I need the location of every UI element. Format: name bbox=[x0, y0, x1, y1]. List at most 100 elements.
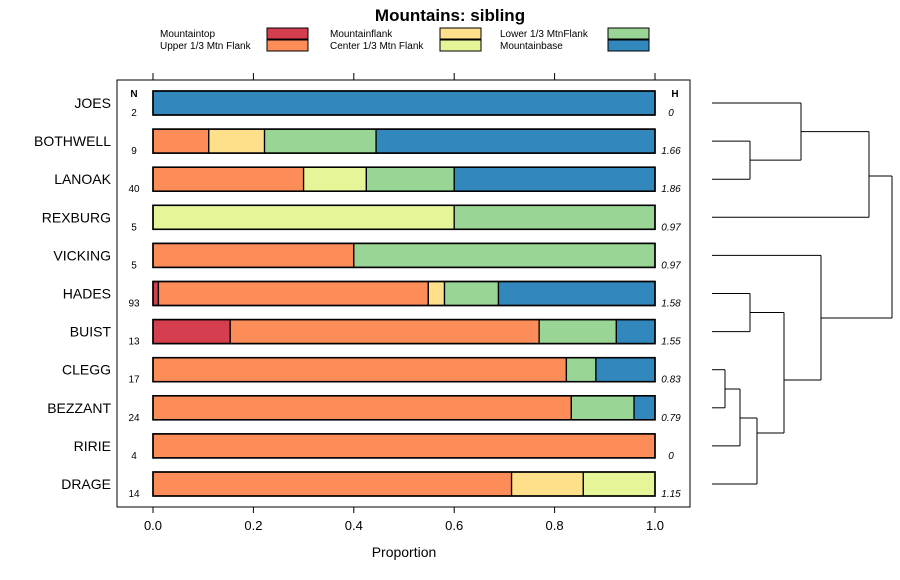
bar-hades-mountaintop bbox=[152, 280, 160, 307]
h-column-header: H bbox=[671, 89, 678, 100]
h-value-joes: 0 bbox=[668, 108, 674, 119]
chart-title: Mountains: sibling bbox=[375, 6, 525, 25]
bar-joes-mountainbase bbox=[152, 90, 656, 116]
category-label-joes: JOES bbox=[74, 95, 111, 111]
bar-outline-rexburg bbox=[152, 204, 656, 231]
bar-outline-ririe bbox=[152, 433, 656, 459]
category-label-buist: BUIST bbox=[70, 324, 112, 340]
dendrogram bbox=[712, 102, 893, 485]
h-value-ririe: 0 bbox=[668, 451, 674, 462]
bar-lanoak-lower-1-3-mtnflank bbox=[365, 166, 455, 192]
bar-bothwell-upper-1-3-mtn-flank bbox=[152, 128, 210, 154]
bar-outline-lanoak bbox=[152, 166, 656, 192]
n-value-rexburg: 5 bbox=[131, 222, 137, 233]
h-value-bezzant: 0.79 bbox=[661, 413, 681, 424]
legend-swatch-mountaintop bbox=[266, 27, 309, 40]
legend-label-mountainbase: Mountainbase bbox=[500, 41, 563, 52]
h-value-clegg: 0.83 bbox=[661, 375, 681, 386]
bar-outline-vicking bbox=[152, 242, 656, 269]
bar-outline-drage bbox=[152, 471, 656, 497]
category-label-lanoak: LANOAK bbox=[54, 171, 111, 187]
bar-hades-mountainbase bbox=[497, 280, 656, 307]
legend-label-mountainflank: Mountainflank bbox=[330, 29, 393, 40]
x-tick-label: 0.6 bbox=[445, 518, 463, 533]
h-value-buist: 1.55 bbox=[661, 337, 681, 348]
bar-hades-lower-1-3-mtnflank bbox=[443, 280, 500, 307]
n-value-ririe: 4 bbox=[131, 451, 137, 462]
n-value-clegg: 17 bbox=[128, 375, 140, 386]
x-tick-label: 0.4 bbox=[345, 518, 363, 533]
category-label-bothwell: BOTHWELL bbox=[34, 133, 111, 149]
x-axis-label: Proportion bbox=[372, 544, 437, 560]
x-axis: 0.0 0.2 0.4 0.6 0.8 1.0 bbox=[144, 73, 664, 533]
x-tick-label: 0.8 bbox=[546, 518, 564, 533]
x-tick-label: 1.0 bbox=[646, 518, 664, 533]
legend-swatch-upper-1-3-mtn-flank bbox=[266, 39, 309, 52]
n-value-buist: 13 bbox=[128, 337, 140, 348]
bar-clegg-lower-1-3-mtnflank bbox=[565, 357, 597, 383]
bar-buist-lower-1-3-mtnflank bbox=[538, 318, 618, 345]
n-value-bothwell: 9 bbox=[131, 146, 137, 157]
h-value-drage: 1.15 bbox=[661, 489, 681, 500]
n-value-joes: 2 bbox=[131, 108, 137, 119]
n-value-hades: 93 bbox=[128, 299, 140, 310]
bar-buist-mountaintop bbox=[152, 318, 231, 345]
h-value-vicking: 0.97 bbox=[661, 260, 681, 271]
category-label-ririe: RIRIE bbox=[74, 438, 111, 454]
category-label-bezzant: BEZZANT bbox=[47, 400, 111, 416]
legend-label-center-1-3-mtn-flank: Center 1/3 Mtn Flank bbox=[330, 41, 424, 52]
n-value-vicking: 5 bbox=[131, 260, 137, 271]
bar-drage-upper-1-3-mtn-flank bbox=[152, 471, 513, 497]
bar-lanoak-center-1-3-mtn-flank bbox=[302, 166, 368, 192]
h-value-hades: 1.58 bbox=[661, 299, 681, 310]
category-label-hades: HADES bbox=[63, 286, 111, 302]
bar-rexburg-center-1-3-mtn-flank bbox=[152, 204, 455, 230]
bar-bothwell-mountainbase bbox=[375, 128, 656, 154]
bar-rexburg-lower-1-3-mtnflank bbox=[453, 204, 656, 230]
bar-vicking-lower-1-3-mtnflank bbox=[353, 242, 656, 269]
bar-buist-upper-1-3-mtn-flank bbox=[229, 318, 540, 345]
x-tick-label: 0.0 bbox=[144, 518, 162, 533]
bar-clegg-upper-1-3-mtn-flank bbox=[152, 357, 568, 383]
bar-bezzant-lower-1-3-mtnflank bbox=[570, 395, 635, 421]
h-value-rexburg: 0.97 bbox=[661, 222, 681, 233]
h-value-bothwell: 1.66 bbox=[661, 146, 681, 157]
bar-hades-mountainflank bbox=[427, 280, 446, 307]
bar-drage-center-1-3-mtn-flank bbox=[582, 471, 656, 497]
h-value-lanoak: 1.86 bbox=[661, 184, 681, 195]
bar-bothwell-mountainflank bbox=[208, 128, 266, 154]
plot-frame bbox=[116, 79, 691, 508]
n-value-lanoak: 40 bbox=[128, 184, 140, 195]
bar-ririe-upper-1-3-mtn-flank bbox=[152, 433, 656, 459]
bar-bothwell-lower-1-3-mtnflank bbox=[263, 128, 377, 154]
bar-outline-bothwell bbox=[152, 128, 656, 154]
n-value-bezzant: 24 bbox=[128, 413, 140, 424]
bar-drage-mountainflank bbox=[510, 471, 584, 497]
bar-outline-bezzant bbox=[152, 394, 656, 421]
legend-swatch-lower-1-3-mtnflank bbox=[607, 27, 650, 40]
bar-bezzant-upper-1-3-mtn-flank bbox=[152, 395, 572, 421]
bar-buist-mountainbase bbox=[615, 318, 656, 345]
bar-clegg-mountainbase bbox=[595, 357, 656, 383]
legend-swatch-center-1-3-mtn-flank bbox=[439, 39, 482, 52]
bar-outline-clegg bbox=[152, 356, 656, 383]
legend-swatch-mountainbase bbox=[607, 39, 650, 52]
legend-label-upper-1-3-mtn-flank: Upper 1/3 Mtn Flank bbox=[160, 41, 252, 52]
bar-lanoak-mountainbase bbox=[453, 166, 656, 192]
n-value-drage: 14 bbox=[128, 489, 140, 500]
legend-swatch-mountainflank bbox=[439, 27, 482, 40]
bar-lanoak-upper-1-3-mtn-flank bbox=[152, 166, 305, 192]
legend-label-mountaintop: Mountaintop bbox=[160, 29, 215, 40]
legend: Mountaintop Mountainflank Lower 1/3 MtnFla… bbox=[160, 27, 650, 52]
category-label-drage: DRAGE bbox=[61, 476, 111, 492]
bar-outline-joes bbox=[152, 90, 656, 116]
category-label-vicking: VICKING bbox=[53, 247, 111, 263]
bar-hades-upper-1-3-mtn-flank bbox=[157, 280, 429, 307]
legend-label-lower-1-3-mtnflank: Lower 1/3 MtnFlank bbox=[500, 29, 589, 40]
n-column-header: N bbox=[130, 89, 137, 100]
bar-outline-buist bbox=[152, 318, 656, 345]
bar-bezzant-mountainbase bbox=[633, 395, 656, 421]
category-label-clegg: CLEGG bbox=[62, 362, 111, 378]
